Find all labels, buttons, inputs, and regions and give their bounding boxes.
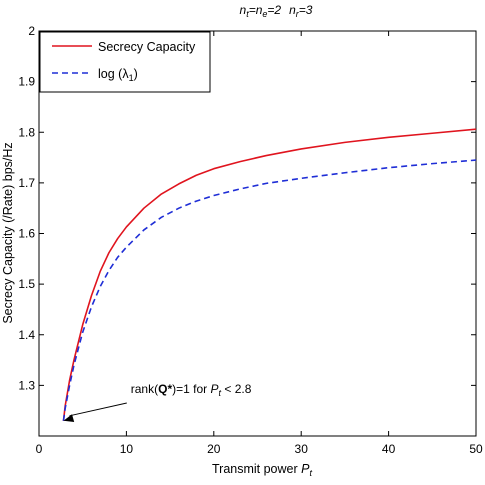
y-axis-label: Secrecy Capacity (/Rate) bps/Hz [1, 142, 15, 323]
x-axis-label-text: Transmit power [212, 462, 301, 476]
y-tick-label: 1.9 [18, 75, 35, 89]
y-tick-label: 1.8 [18, 125, 35, 139]
annotation-arrow-line [69, 402, 127, 417]
title-nt-sub: t [246, 9, 249, 19]
title-nr: n [289, 3, 296, 17]
title-ne: n [256, 3, 263, 17]
title-eq3: =3 [299, 3, 313, 17]
legend-label-log-lambda-sub: 1 [129, 73, 134, 83]
x-tick-label: 40 [382, 442, 396, 456]
y-tick-label: 2 [28, 24, 35, 38]
x-axis-label-var: P [301, 462, 310, 476]
title-nt: n [240, 3, 247, 17]
x-axis-label: Transmit power Pt [212, 462, 313, 478]
title-nr-sub: r [296, 9, 300, 19]
annotation-arrow-head [63, 414, 75, 422]
x-tick-label: 50 [469, 442, 483, 456]
legend-label-log-lambda-end: ) [134, 67, 138, 81]
annotation-post: )=1 for [172, 382, 210, 396]
axis-tick-labels: 0 10 20 30 40 50 1.3 1.4 1.5 1.6 1.7 1.8 1.9 2 [18, 24, 483, 456]
series-line-log-lambda [62, 159, 477, 421]
legend-box [39, 31, 211, 93]
annotation-bold: Q* [158, 382, 172, 396]
series-line-secrecy-capacity [62, 128, 477, 421]
annotation-text: rank(Q*)=1 for Pt < 2.8 [131, 382, 252, 398]
annotation: rank(Q*)=1 for Pt < 2.8 [63, 382, 252, 422]
x-tick-label: 0 [36, 442, 43, 456]
y-tick-label: 1.6 [18, 227, 35, 241]
annotation-end: < 2.8 [221, 382, 252, 396]
title-eq1: = [249, 3, 256, 17]
x-tick-label: 20 [207, 442, 221, 456]
y-tick-label: 1.4 [18, 328, 35, 342]
title-eq2: =2 [267, 3, 281, 17]
title-ne-sub: e [262, 9, 267, 19]
series-layer [62, 128, 477, 421]
y-tick-label: 1.3 [18, 378, 35, 392]
x-tick-label: 30 [295, 442, 309, 456]
x-tick-label: 10 [120, 442, 134, 456]
annotation-sub: t [219, 388, 222, 398]
x-axis-label-sub: t [309, 468, 312, 478]
legend-label-log-lambda-main: log (λ [98, 67, 129, 81]
legend-label-secrecy-capacity: Secrecy Capacity [98, 40, 196, 54]
legend-label-log-lambda: log (λ1) [98, 67, 138, 83]
legend: Secrecy Capacity log (λ1) [39, 31, 211, 93]
annotation-pre: rank( [131, 382, 158, 396]
y-tick-label: 1.5 [18, 277, 35, 291]
chart-title: nt=ne=2 nr=3 [240, 3, 313, 19]
y-tick-label: 1.7 [18, 176, 35, 190]
annotation-var: P [210, 382, 218, 396]
